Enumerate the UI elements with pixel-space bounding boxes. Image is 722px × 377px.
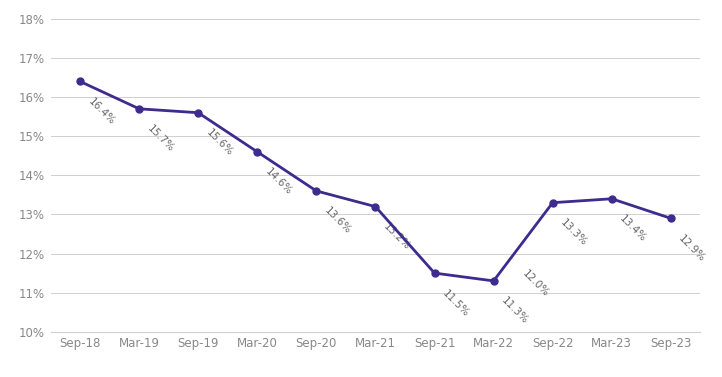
- Text: 16.4%: 16.4%: [86, 96, 116, 127]
- Text: 15.7%: 15.7%: [145, 124, 175, 154]
- Text: 14.6%: 14.6%: [264, 167, 294, 197]
- Text: 12.0%: 12.0%: [520, 268, 551, 299]
- Text: 13.2%: 13.2%: [381, 221, 412, 252]
- Text: 15.6%: 15.6%: [204, 127, 235, 158]
- Text: 11.3%: 11.3%: [500, 296, 530, 326]
- Text: 13.6%: 13.6%: [322, 206, 353, 236]
- Text: 12.9%: 12.9%: [677, 233, 708, 264]
- Text: 11.5%: 11.5%: [440, 288, 471, 319]
- Text: 13.3%: 13.3%: [559, 218, 589, 248]
- Text: 13.4%: 13.4%: [617, 214, 648, 244]
